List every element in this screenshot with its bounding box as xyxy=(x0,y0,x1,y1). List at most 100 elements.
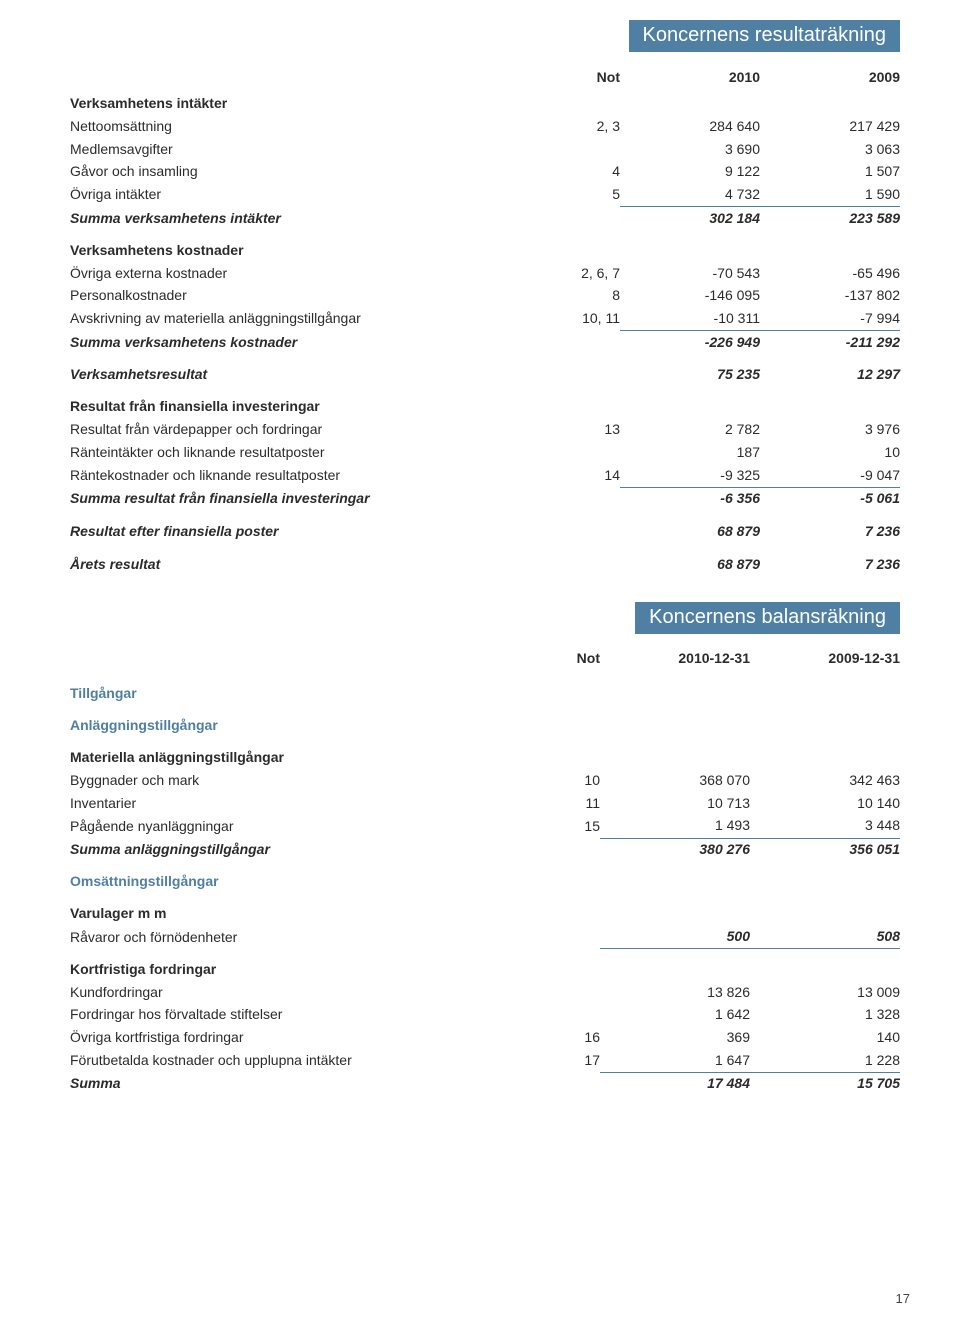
balance-sheet-banner: Koncernens balansräkning xyxy=(635,602,900,634)
col-head-not: Not xyxy=(510,648,600,673)
row-note: 5 xyxy=(530,183,620,206)
row-note: 11 xyxy=(510,792,600,815)
row-val: 368 070 xyxy=(600,770,750,793)
row-note: 10, 11 xyxy=(530,307,620,330)
row-note: 15 xyxy=(510,815,600,838)
row-note: 14 xyxy=(530,464,620,487)
col-head-2010: 2010 xyxy=(620,66,760,91)
row-label: Personalkostnader xyxy=(70,285,530,308)
row-note xyxy=(510,1004,600,1027)
row-val: -146 095 xyxy=(620,285,760,308)
row-val: 187 xyxy=(620,441,760,464)
row-val: 1 590 xyxy=(760,183,900,206)
row-val: 1 642 xyxy=(600,1004,750,1027)
row-label: Avskrivning av materiella anläggningstil… xyxy=(70,307,530,330)
sum-val: -6 356 xyxy=(620,487,760,510)
row-val: 284 640 xyxy=(620,115,760,138)
row-val: 1 328 xyxy=(750,1004,900,1027)
balance-sheet-table: Not 2010-12-31 2009-12-31 Tillgångar Anl… xyxy=(70,648,900,1096)
row-val: 9 122 xyxy=(620,161,760,184)
row-note: 13 xyxy=(530,419,620,442)
col-head-date2: 2009-12-31 xyxy=(750,648,900,673)
row-val: 342 463 xyxy=(750,770,900,793)
group-financial: Resultat från finansiella investeringar xyxy=(70,386,530,418)
row-note: 17 xyxy=(510,1049,600,1072)
row-val: 508 xyxy=(750,926,900,949)
year-result-label: Årets resultat xyxy=(70,553,530,576)
row-val: 1 507 xyxy=(760,161,900,184)
row-label: Gåvor och insamling xyxy=(70,161,530,184)
row-val: -10 311 xyxy=(620,307,760,330)
income-statement-table: Not 2010 2009 Verksamhetens intäkter Net… xyxy=(70,66,900,576)
income-statement-banner: Koncernens resultaträkning xyxy=(629,20,900,52)
row-val: -9 325 xyxy=(620,464,760,487)
col-head-2009: 2009 xyxy=(760,66,900,91)
after-financial-label: Resultat efter finansiella poster xyxy=(70,520,530,543)
sum-val: 15 705 xyxy=(750,1072,900,1095)
row-label: Övriga intäkter xyxy=(70,183,530,206)
row-note xyxy=(510,981,600,1004)
row-note: 8 xyxy=(530,285,620,308)
row-val: 4 732 xyxy=(620,183,760,206)
operating-result-val: 12 297 xyxy=(760,364,900,387)
row-label: Pågående nyanläggningar xyxy=(70,815,510,838)
row-val: 1 647 xyxy=(600,1049,750,1072)
row-label: Övriga externa kostnader xyxy=(70,262,530,285)
sum-label: Summa anläggningstillgångar xyxy=(70,838,510,861)
row-val: 140 xyxy=(750,1026,900,1049)
row-label: Räntekostnader och liknande resultatpost… xyxy=(70,464,530,487)
sum-val: -226 949 xyxy=(620,331,760,354)
sum-label: Summa verksamhetens kostnader xyxy=(70,331,530,354)
row-val: -9 047 xyxy=(760,464,900,487)
row-note: 4 xyxy=(530,161,620,184)
sum-val: 302 184 xyxy=(620,207,760,230)
row-label: Fordringar hos förvaltade stiftelser xyxy=(70,1004,510,1027)
row-note xyxy=(530,441,620,464)
row-val: -65 496 xyxy=(760,262,900,285)
sum-val: -5 061 xyxy=(760,487,900,510)
row-label: Medlemsavgifter xyxy=(70,138,530,161)
year-result-val: 68 879 xyxy=(620,553,760,576)
row-val: 10 xyxy=(760,441,900,464)
row-note: 2, 6, 7 xyxy=(530,262,620,285)
operating-result-val: 75 235 xyxy=(620,364,760,387)
sum-val: 380 276 xyxy=(600,838,750,861)
row-val: 10 140 xyxy=(750,792,900,815)
page-number: 17 xyxy=(896,1291,910,1306)
receivables-title: Kortfristiga fordringar xyxy=(70,949,510,981)
row-label: Förutbetalda kostnader och upplupna intä… xyxy=(70,1049,510,1072)
row-val: 10 713 xyxy=(600,792,750,815)
row-val: 2 782 xyxy=(620,419,760,442)
col-head-not: Not xyxy=(530,66,620,91)
row-val: 3 690 xyxy=(620,138,760,161)
row-val: 217 429 xyxy=(760,115,900,138)
after-financial-val: 7 236 xyxy=(760,520,900,543)
row-label: Byggnader och mark xyxy=(70,770,510,793)
row-val: -137 802 xyxy=(760,285,900,308)
assets-title: Tillgångar xyxy=(70,673,510,705)
row-label: Nettoomsättning xyxy=(70,115,530,138)
row-val: 3 976 xyxy=(760,419,900,442)
sum-val: -211 292 xyxy=(760,331,900,354)
row-val: 1 228 xyxy=(750,1049,900,1072)
row-val: 1 493 xyxy=(600,815,750,838)
row-note: 16 xyxy=(510,1026,600,1049)
fixed-assets-title: Anläggningstillgångar xyxy=(70,705,510,737)
sum-label: Summa xyxy=(70,1072,510,1095)
row-label: Resultat från värdepapper och fordringar xyxy=(70,419,530,442)
row-val: -7 994 xyxy=(760,307,900,330)
operating-result-label: Verksamhetsresultat xyxy=(70,364,530,387)
material-assets-title: Materiella anläggningstillgångar xyxy=(70,737,510,769)
row-label: Kundfordringar xyxy=(70,981,510,1004)
year-result-val: 7 236 xyxy=(760,553,900,576)
row-label: Råvaror och förnödenheter xyxy=(70,926,510,949)
after-financial-val: 68 879 xyxy=(620,520,760,543)
group-revenues: Verksamhetens intäkter xyxy=(70,91,530,115)
row-val: 13 826 xyxy=(600,981,750,1004)
sum-val: 356 051 xyxy=(750,838,900,861)
row-note xyxy=(530,138,620,161)
row-val: 3 448 xyxy=(750,815,900,838)
sum-label: Summa resultat från finansiella invester… xyxy=(70,487,530,510)
sum-val: 223 589 xyxy=(760,207,900,230)
sum-label: Summa verksamhetens intäkter xyxy=(70,207,530,230)
